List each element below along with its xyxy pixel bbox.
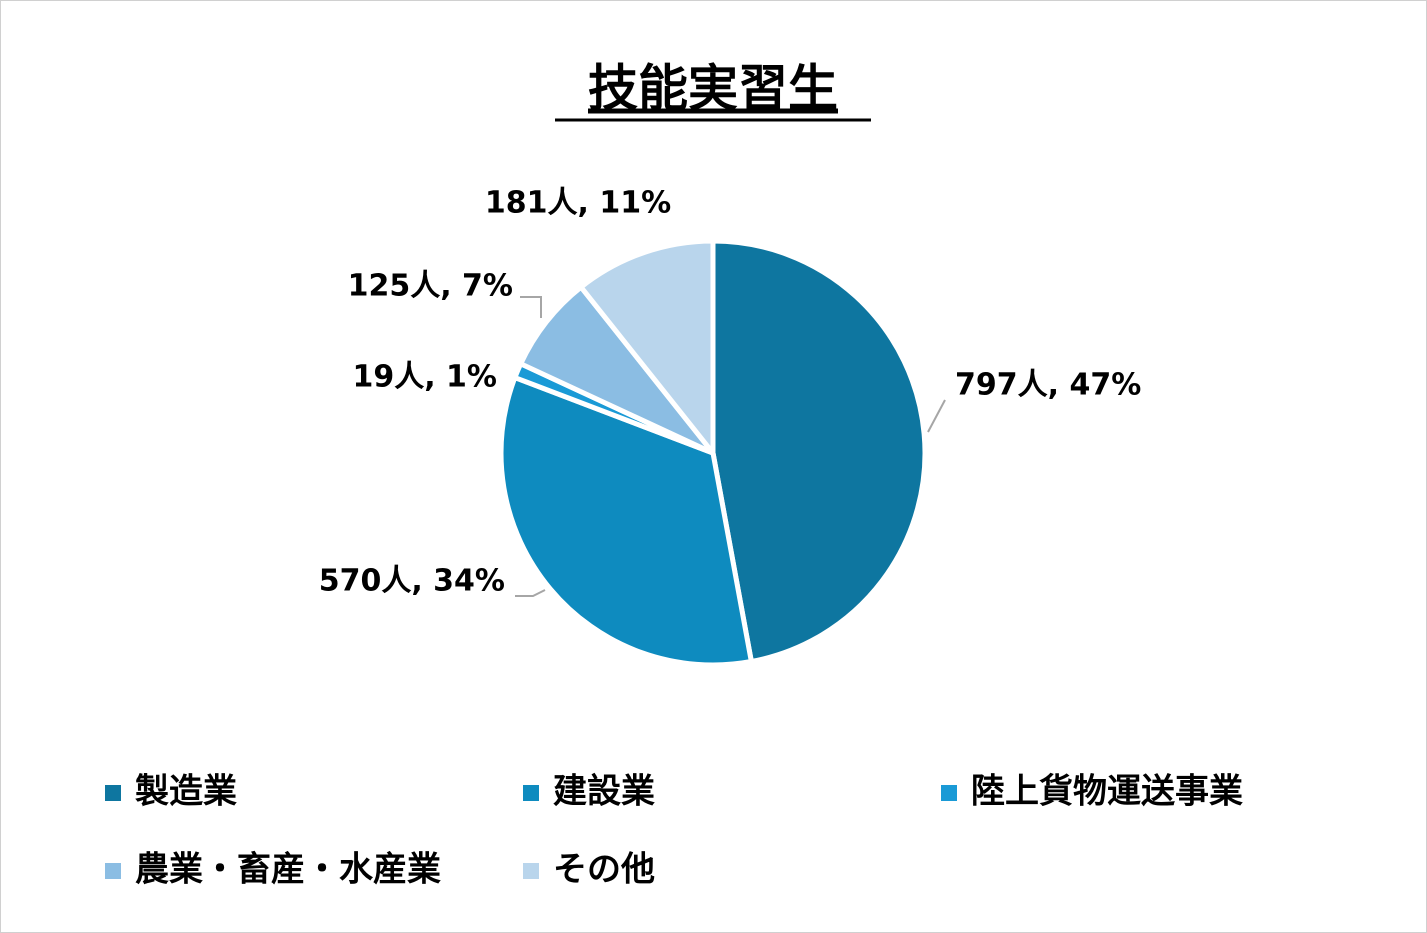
leader-line — [515, 589, 546, 597]
data-label: 125人, 7% — [348, 269, 513, 304]
leader-line — [927, 399, 946, 433]
legend-swatch — [941, 785, 957, 801]
data-label: 797人, 47% — [955, 368, 1141, 403]
legend-swatch — [523, 785, 539, 801]
pie-slice — [578, 238, 716, 456]
data-label: 181人, 11% — [485, 186, 671, 221]
legend-label: 農業・畜産・水産業 — [135, 850, 441, 890]
legend-swatch — [105, 785, 121, 801]
legend-swatch — [105, 863, 121, 879]
pie-slice — [498, 375, 754, 668]
chart-title: 技能実習生 — [588, 60, 838, 118]
legend-label: その他 — [553, 850, 655, 890]
leader-line — [520, 296, 542, 318]
pie-slice — [710, 238, 928, 664]
data-label: 19人, 1% — [352, 360, 497, 395]
legend-swatch — [523, 863, 539, 879]
legend-label: 建設業 — [553, 772, 655, 812]
legend-label: 陸上貨物運送事業 — [971, 772, 1243, 812]
data-label: 570人, 34% — [319, 564, 505, 599]
legend-label: 製造業 — [135, 772, 237, 812]
